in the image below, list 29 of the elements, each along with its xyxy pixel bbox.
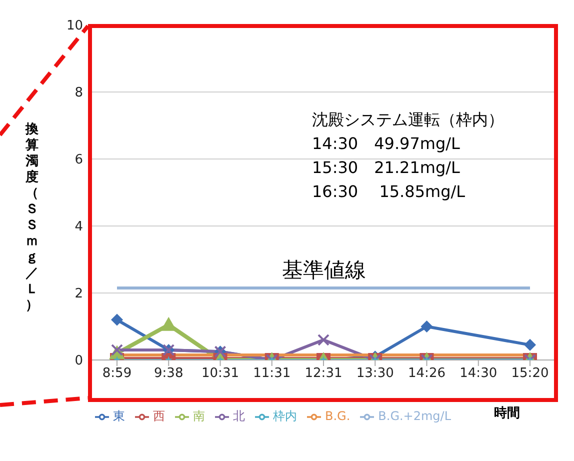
legend-label: 西: [152, 409, 165, 423]
x-tick-label: 8:59: [102, 366, 132, 382]
y-tick-label: 4: [74, 220, 83, 235]
annotation: 14:30 49.97mg/L: [312, 133, 461, 155]
legend-label: 枠内: [272, 409, 297, 423]
annotation: 沈殿システム運転（枠内）: [312, 109, 504, 131]
x-tick-label: 9:38: [154, 366, 184, 382]
annotation: 15:30 21.21mg/L: [312, 157, 461, 179]
annotation: 基準値線: [282, 257, 366, 284]
legend-label: 南: [192, 409, 205, 423]
y-tick-label: 10: [66, 18, 83, 34]
annotation: 16:30 15.85mg/L: [312, 181, 466, 203]
x-tick-label: 14:26: [408, 366, 446, 382]
y-tick-label: 6: [74, 152, 83, 168]
legend-label: 北: [232, 409, 245, 423]
y-tick-label: 0: [74, 354, 83, 369]
x-axis-title: 時間: [494, 405, 520, 422]
text: 換算濁度（ＳＳｍｇ／Ｌ）: [26, 122, 38, 313]
legend-label: B.G.+2mg/L: [378, 409, 452, 423]
y-tick-label: 2: [74, 286, 83, 302]
x-tick-label: 14:30: [460, 366, 498, 382]
x-tick-label: 10:31: [202, 366, 239, 382]
y-tick-label: 8: [74, 86, 83, 101]
x-tick-label: 11:31: [253, 366, 291, 382]
x-tick-label: 13:30: [356, 366, 394, 382]
x-tick-label: 12:31: [304, 366, 342, 382]
legend-label: 東: [112, 409, 125, 423]
legend-label: B.G.: [324, 409, 350, 423]
x-tick-label: 15:20: [511, 366, 549, 382]
